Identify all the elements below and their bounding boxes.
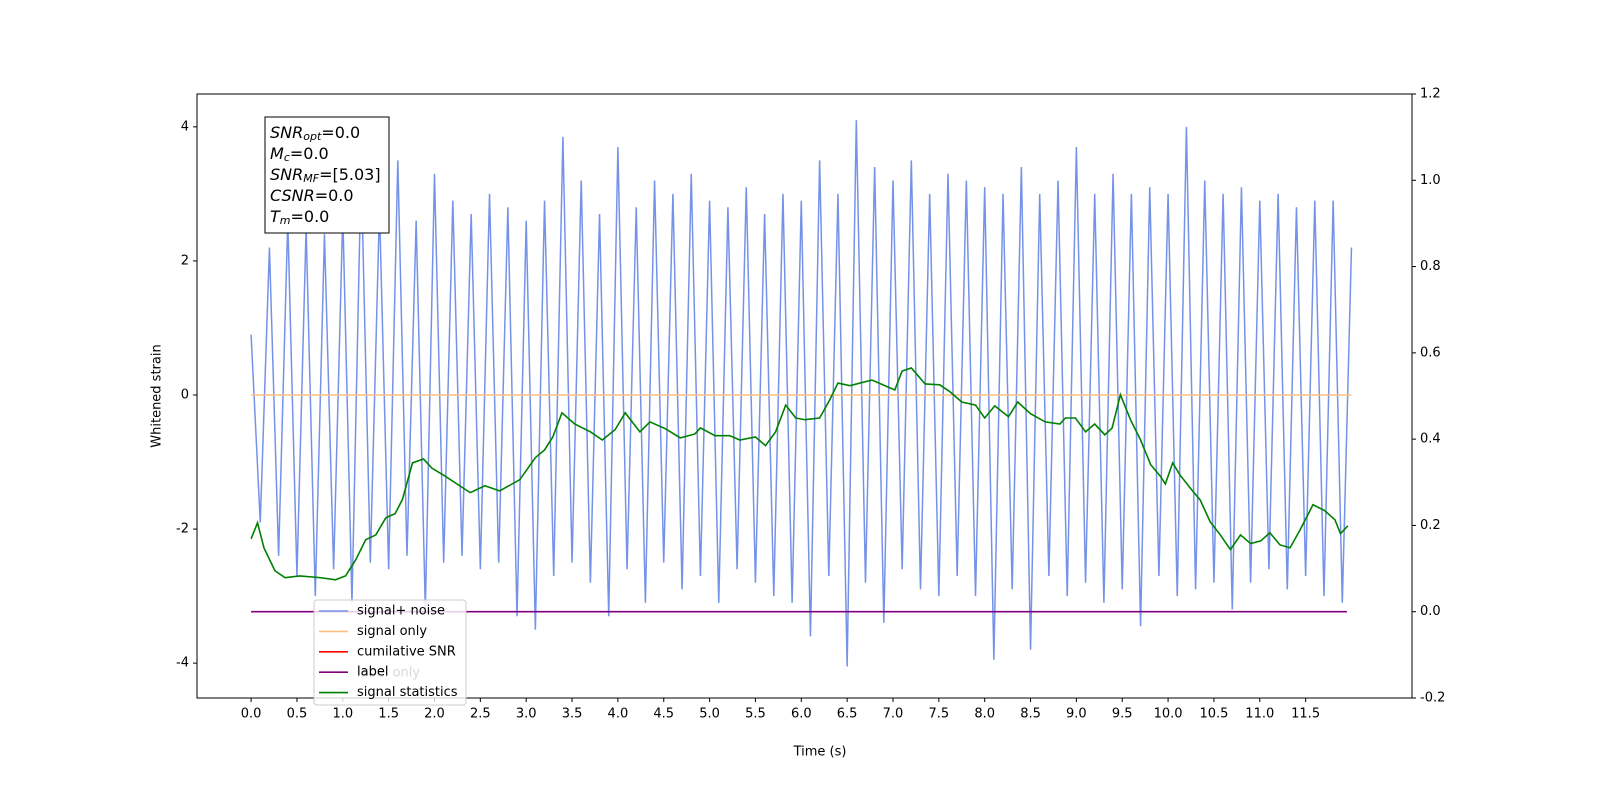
y2-tick-label: 1.0 bbox=[1420, 173, 1441, 188]
x-tick-label: 7.5 bbox=[928, 707, 949, 722]
x-tick-label: 9.0 bbox=[1066, 707, 1087, 722]
x-tick-label: 11.5 bbox=[1291, 707, 1320, 722]
series-line bbox=[250, 120, 1353, 667]
y2-tick-label: 1.2 bbox=[1420, 87, 1441, 102]
legend-label: signal statistics bbox=[357, 685, 458, 700]
legend-label: cumilative SNR bbox=[357, 644, 456, 659]
annotation-value: =0.0 bbox=[290, 144, 329, 163]
annotation-subscript: MF bbox=[303, 172, 319, 185]
x-tick-label: 0.5 bbox=[287, 707, 308, 722]
legend-label: label bbox=[357, 665, 388, 680]
x-tick-label: 9.5 bbox=[1112, 707, 1133, 722]
x-tick-label: 5.0 bbox=[699, 707, 720, 722]
legend-hidden-label: label only bbox=[357, 666, 420, 681]
x-tick-label: 4.5 bbox=[653, 707, 674, 722]
x-tick-label: 8.5 bbox=[1020, 707, 1041, 722]
x-tick-label: 8.0 bbox=[974, 707, 995, 722]
y-tick-label: 0 bbox=[181, 387, 189, 402]
legend-label: signal only bbox=[357, 624, 427, 639]
series-line bbox=[250, 367, 1349, 581]
x-tick-label: 6.0 bbox=[791, 707, 812, 722]
y2-tick-label: 0.4 bbox=[1420, 432, 1441, 447]
x-tick-label: 3.0 bbox=[516, 707, 537, 722]
x-tick-label: 1.0 bbox=[332, 707, 353, 722]
y2-tick-label: 0.2 bbox=[1420, 518, 1441, 533]
x-tick-label: 1.5 bbox=[378, 707, 399, 722]
x-tick-label: 6.5 bbox=[837, 707, 858, 722]
y-tick-label: -4 bbox=[176, 656, 189, 671]
x-tick-label: 2.5 bbox=[470, 707, 491, 722]
annotation: SNRopt=0.0 bbox=[270, 123, 360, 144]
annotation: Tm=0.0 bbox=[270, 207, 329, 228]
x-tick-label: 10.5 bbox=[1199, 707, 1228, 722]
x-tick-label: 5.5 bbox=[745, 707, 766, 722]
annotation-symbol: CSNR bbox=[270, 186, 315, 205]
annotation-symbol: T bbox=[270, 207, 281, 226]
y-tick-label: -2 bbox=[176, 522, 189, 537]
y2-tick-label: 0.6 bbox=[1420, 345, 1441, 360]
annotation: CSNR=0.0 bbox=[270, 186, 354, 205]
y2-tick-label: 0.8 bbox=[1420, 259, 1441, 274]
annotation-box bbox=[264, 116, 390, 234]
y2-tick-label: 0.0 bbox=[1420, 604, 1441, 619]
annotation-symbol: SNR bbox=[270, 165, 303, 184]
legend-box bbox=[313, 599, 467, 706]
annotation-subscript: c bbox=[284, 151, 290, 164]
x-tick-label: 3.5 bbox=[562, 707, 583, 722]
annotation-value: =0.0 bbox=[321, 123, 360, 142]
y2-tick-label: -0.2 bbox=[1420, 691, 1445, 706]
x-tick-label: 11.0 bbox=[1245, 707, 1274, 722]
annotation-value: =0.0 bbox=[291, 207, 330, 226]
y-tick-label: 4 bbox=[181, 119, 189, 134]
x-tick-label: 7.0 bbox=[883, 707, 904, 722]
annotation-value: =0.0 bbox=[315, 186, 354, 205]
x-tick-label: 0.0 bbox=[241, 707, 262, 722]
legend-label: signal+ noise bbox=[357, 604, 445, 619]
annotation: SNRMF=[5.03] bbox=[270, 165, 381, 186]
annotation-value: =[5.03] bbox=[319, 165, 381, 184]
annotation-symbol: SNR bbox=[270, 123, 303, 142]
x-tick-label: 2.0 bbox=[424, 707, 445, 722]
y-tick-label: 2 bbox=[181, 253, 189, 268]
x-tick-label: 10.0 bbox=[1154, 707, 1183, 722]
x-axis-label: Time (s) bbox=[793, 745, 847, 760]
annotation: Mc=0.0 bbox=[270, 144, 329, 165]
annotation-symbol: M bbox=[270, 144, 284, 163]
annotation-subscript: m bbox=[280, 214, 291, 227]
annotation-subscript: opt bbox=[303, 130, 322, 143]
plot-frame bbox=[196, 93, 1413, 699]
x-tick-label: 4.0 bbox=[608, 707, 629, 722]
y-axis-label: Whitened strain bbox=[150, 344, 165, 447]
